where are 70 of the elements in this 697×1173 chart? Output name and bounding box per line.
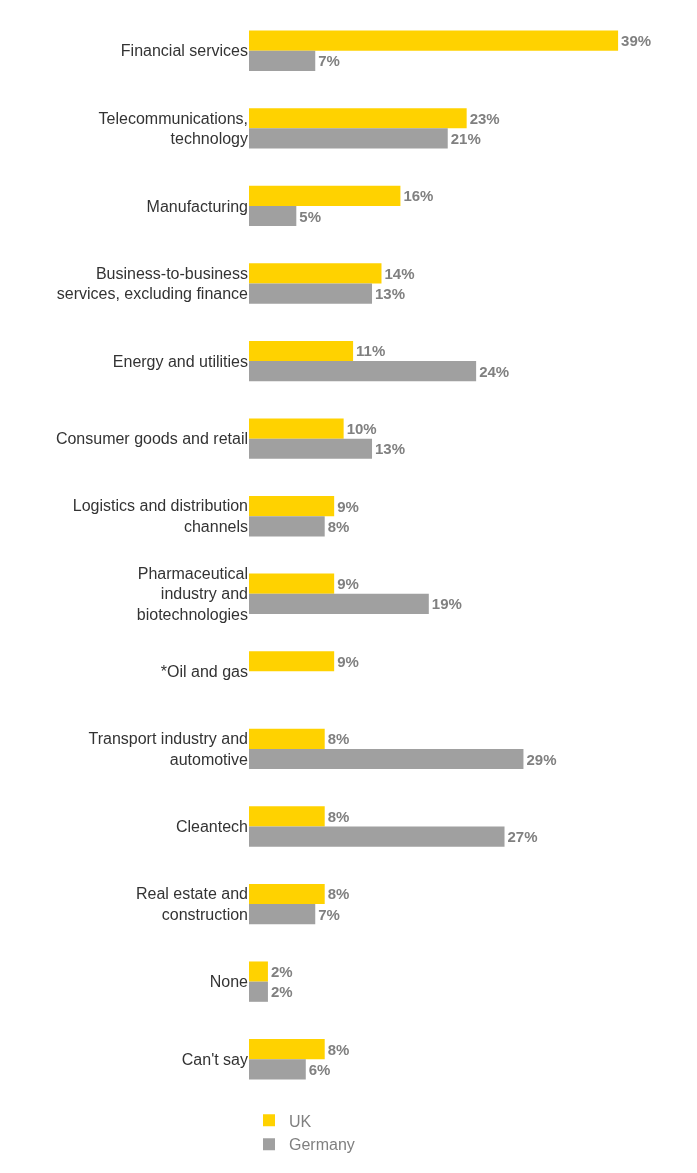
data-label: 9% bbox=[337, 575, 359, 593]
bar bbox=[249, 50, 316, 71]
bar bbox=[249, 728, 325, 749]
bar bbox=[249, 205, 297, 227]
bar bbox=[249, 651, 335, 672]
bar bbox=[249, 185, 401, 206]
bar bbox=[249, 1039, 325, 1060]
bar bbox=[249, 961, 268, 982]
y-tick-label: Financial services bbox=[120, 42, 248, 60]
data-label: 7% bbox=[318, 52, 340, 70]
data-label: 8% bbox=[327, 517, 350, 535]
data-label: 8% bbox=[327, 807, 350, 825]
y-tick-label: Pharmaceutical industry and biotechnologies bbox=[136, 564, 248, 624]
bar bbox=[249, 981, 268, 1002]
data-label: 6% bbox=[308, 1060, 331, 1078]
data-label: 14% bbox=[384, 264, 415, 282]
legend-label: UK bbox=[289, 1112, 312, 1130]
y-tick-label: Transport industry and automotive bbox=[88, 730, 249, 768]
data-label: 27% bbox=[507, 828, 538, 846]
bar bbox=[249, 128, 448, 149]
bar bbox=[249, 806, 325, 827]
y-tick-label: Energy and utilities bbox=[112, 352, 248, 370]
bar bbox=[249, 748, 524, 770]
data-label: 9% bbox=[337, 497, 359, 515]
data-label: 7% bbox=[318, 905, 340, 923]
data-label: 29% bbox=[526, 750, 557, 768]
legend-label: Germany bbox=[289, 1136, 355, 1154]
bar bbox=[249, 263, 382, 284]
data-label: 10% bbox=[346, 420, 377, 438]
y-tick-label: Cleantech bbox=[175, 818, 248, 836]
bar bbox=[249, 361, 477, 382]
bar bbox=[249, 826, 505, 847]
y-tick-label: Business-to-business services, excluding finance bbox=[56, 264, 249, 303]
y-tick-label: Telecommunications, technology bbox=[98, 109, 248, 148]
data-label: 9% bbox=[337, 652, 359, 670]
data-label: 19% bbox=[431, 595, 462, 613]
data-label: 11% bbox=[356, 342, 386, 360]
bar bbox=[249, 516, 325, 537]
data-label: 23% bbox=[469, 109, 500, 127]
data-label: 8% bbox=[327, 730, 350, 748]
data-label: 24% bbox=[479, 362, 510, 380]
data-label: 8% bbox=[327, 885, 350, 903]
bar bbox=[249, 904, 316, 925]
y-tick-label: Manufacturing bbox=[146, 197, 248, 215]
bar bbox=[249, 438, 373, 459]
y-tick-label: None bbox=[209, 973, 249, 991]
bar bbox=[249, 883, 325, 905]
data-label: 2% bbox=[270, 983, 293, 1001]
data-label: 16% bbox=[403, 187, 434, 205]
data-label: 13% bbox=[375, 285, 406, 303]
data-label: 39% bbox=[621, 32, 652, 50]
y-tick-label: Logistics and distribution channels bbox=[72, 497, 248, 536]
bar bbox=[249, 30, 619, 51]
y-tick-label: Can't say bbox=[181, 1050, 248, 1068]
data-label: 5% bbox=[299, 207, 322, 225]
bar bbox=[249, 418, 344, 439]
data-label: 13% bbox=[375, 440, 406, 458]
y-tick-label: *Oil and gas bbox=[160, 662, 248, 680]
bar bbox=[249, 573, 335, 594]
y-tick-label: Consumer goods and retail bbox=[55, 430, 248, 448]
bar bbox=[249, 340, 354, 362]
bar bbox=[249, 283, 373, 304]
bar bbox=[249, 593, 429, 614]
data-label: 8% bbox=[327, 1040, 350, 1058]
bar bbox=[249, 108, 467, 129]
y-tick-label: Real estate and construction bbox=[135, 885, 248, 924]
bar bbox=[249, 496, 335, 517]
bar bbox=[249, 1059, 306, 1080]
data-label: 21% bbox=[450, 129, 481, 147]
data-label: 2% bbox=[270, 963, 293, 981]
